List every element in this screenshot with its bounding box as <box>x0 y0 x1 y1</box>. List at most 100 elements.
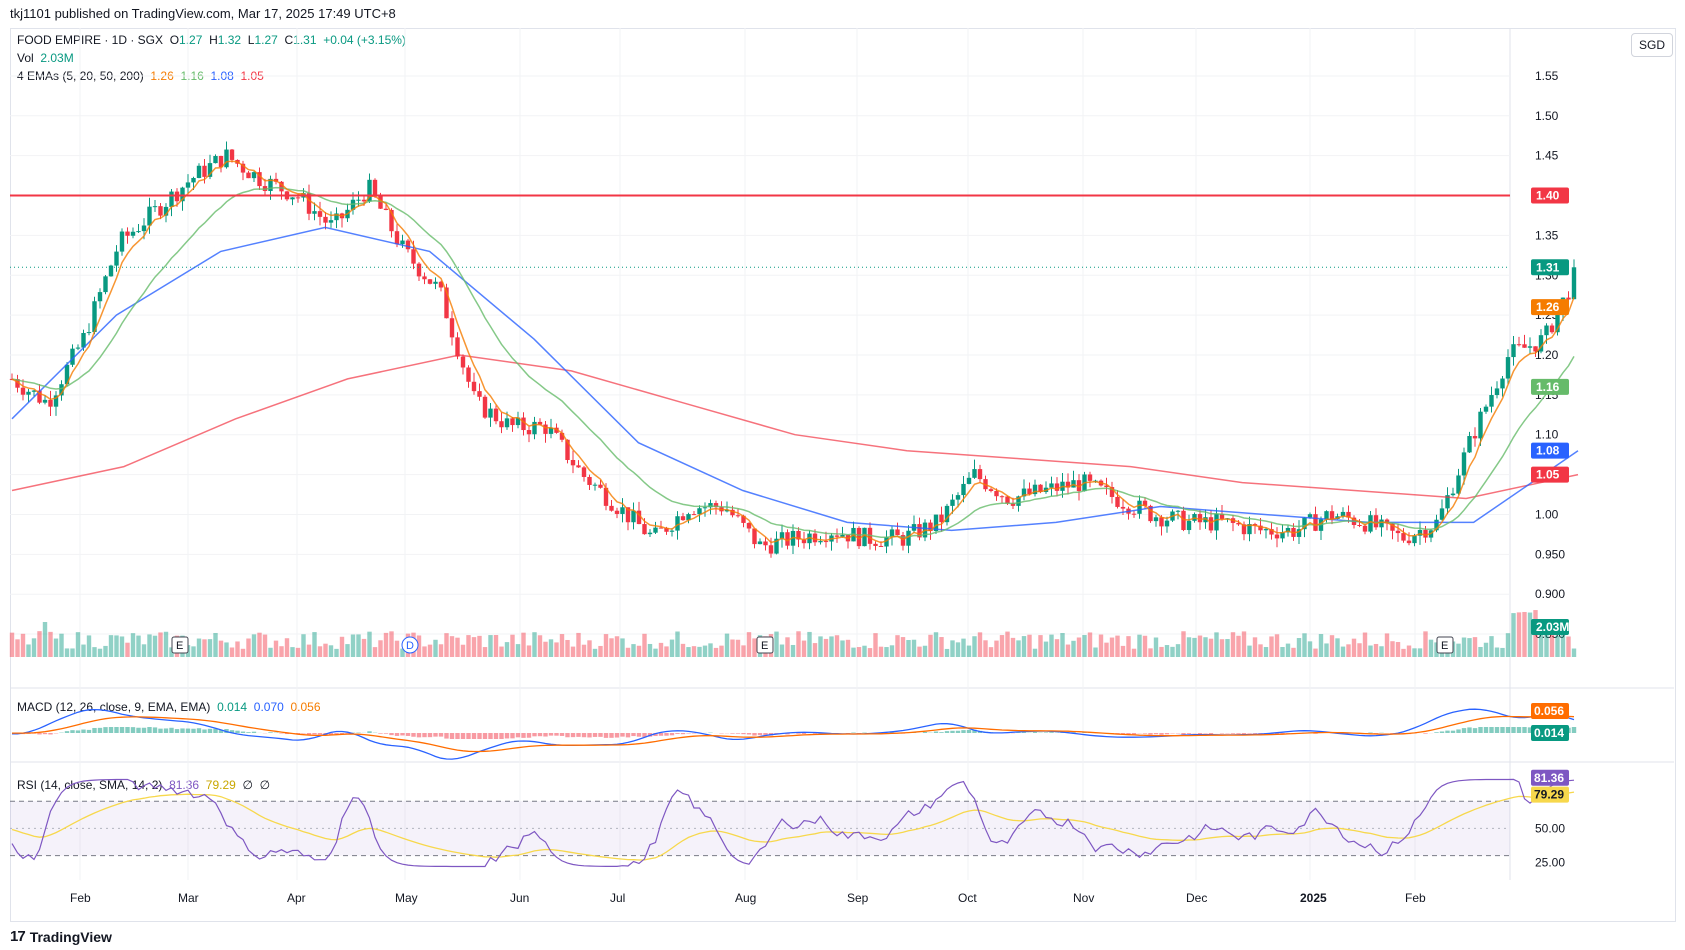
last-price-label: 1.31 <box>1536 260 1560 274</box>
tradingview-brand[interactable]: 17 TradingView <box>10 928 112 945</box>
publish-info: tkj1101 published on TradingView.com, Ma… <box>10 6 396 21</box>
volume-bar <box>812 643 818 657</box>
volume-bar <box>152 635 158 657</box>
candle-body <box>647 532 653 535</box>
macd-hist-bar <box>592 733 598 737</box>
volume-bar <box>862 645 867 657</box>
volume-bar <box>427 644 433 657</box>
volume-bar <box>1505 633 1511 657</box>
volume-bar <box>1483 642 1489 657</box>
volume-bar <box>620 638 625 657</box>
volume-bar <box>1494 647 1500 657</box>
volume-bar <box>708 643 713 657</box>
volume-bar <box>746 632 752 657</box>
volume-bar <box>345 644 350 657</box>
macd-hist-bar <box>400 733 405 736</box>
candle-body <box>862 527 867 547</box>
candle-body <box>1313 514 1318 531</box>
candle-body <box>1395 530 1401 534</box>
volume-bar <box>779 644 785 657</box>
candle-body <box>477 391 482 397</box>
volume-bar <box>1461 637 1467 657</box>
macd-legend[interactable]: MACD (12, 26, close, 9, EMA, EMA) 0.014 … <box>17 700 321 714</box>
macd-hist-bar <box>229 730 235 733</box>
volume-bar <box>730 639 735 657</box>
macd-hist-value: 0.014 <box>217 700 248 714</box>
candle-body <box>1417 529 1423 536</box>
candle-body <box>994 491 999 497</box>
volume-bar <box>97 648 103 657</box>
volume-bar <box>306 644 312 657</box>
candle-body <box>1038 484 1043 492</box>
candle-body <box>856 527 862 547</box>
macd-hist-bar <box>614 733 620 738</box>
candle-body <box>158 206 163 216</box>
volume-bar <box>460 644 466 657</box>
price-tick-label: 0.900 <box>1535 587 1565 601</box>
rsi-axis-label: 81.36 <box>1534 771 1564 785</box>
volume-bar <box>350 634 356 657</box>
candle-body <box>873 543 878 546</box>
candle-body <box>31 390 37 392</box>
macd-hist-bar <box>680 733 686 735</box>
symbol-legend[interactable]: FOOD EMPIRE · 1D · SGX O1.27 H1.32 L1.27… <box>17 33 406 47</box>
candle-body <box>64 364 70 385</box>
volume-bar <box>433 639 438 657</box>
macd-hist-bar <box>1445 730 1450 733</box>
volume-bar <box>213 632 218 657</box>
volume-bar <box>471 637 477 657</box>
rsi-line <box>11 778 1575 868</box>
macd-hist-bar <box>48 733 53 735</box>
candle-body <box>746 522 752 529</box>
candle-body <box>576 465 581 468</box>
candle-body <box>334 213 339 221</box>
volume-bar <box>92 647 97 657</box>
currency-button[interactable]: SGD <box>1631 33 1673 57</box>
candle-body <box>1357 524 1362 526</box>
candle-body <box>499 421 504 428</box>
rsi-label: RSI (14, close, SMA, 14, 2) <box>17 778 163 792</box>
macd-hist-bar <box>64 731 70 733</box>
candle-body <box>840 534 845 537</box>
macd-hist-bar <box>521 733 526 738</box>
macd-hist-bar <box>620 733 625 737</box>
volume-bar <box>1208 638 1214 657</box>
candle-body <box>598 484 603 488</box>
macd-hist-bar <box>202 729 207 733</box>
candle-body <box>1472 436 1478 439</box>
candle-body <box>768 545 774 554</box>
volume-bar <box>1159 646 1164 657</box>
tradingview-logo: 17 <box>10 928 26 945</box>
price-tick-label: 1.00 <box>1535 507 1559 521</box>
volume-bar <box>108 635 114 657</box>
candle-body <box>774 538 779 554</box>
candle-body <box>103 276 108 293</box>
macd-hist-bar <box>1043 732 1049 733</box>
earnings-marker-text: E <box>761 640 768 652</box>
macd-hist-bar <box>477 733 482 739</box>
candle-body <box>697 508 702 515</box>
candle-body <box>906 530 911 546</box>
candle-body <box>730 509 735 516</box>
volume-bar <box>295 647 301 657</box>
rsi-legend[interactable]: RSI (14, close, SMA, 14, 2) 81.36 79.29 … <box>17 778 270 792</box>
candle-body <box>763 541 768 546</box>
macd-hist-bar <box>268 732 273 733</box>
volume-bar <box>273 640 279 657</box>
candle-body <box>543 424 548 434</box>
macd-hist-bar <box>103 727 108 733</box>
volume-legend[interactable]: Vol 2.03M <box>17 51 74 65</box>
candle-body <box>570 459 576 466</box>
candle-body <box>37 390 42 403</box>
candle-body <box>823 541 829 543</box>
volume-bar <box>317 646 323 657</box>
volume-bar <box>889 645 895 657</box>
volume-bar <box>378 640 383 657</box>
candle-body <box>1544 325 1549 336</box>
volume-bar <box>196 638 202 657</box>
price-tick-label: 1.45 <box>1535 149 1559 163</box>
volume-bar <box>999 635 1005 657</box>
candle-body <box>152 206 158 208</box>
volume-bar <box>834 635 840 657</box>
